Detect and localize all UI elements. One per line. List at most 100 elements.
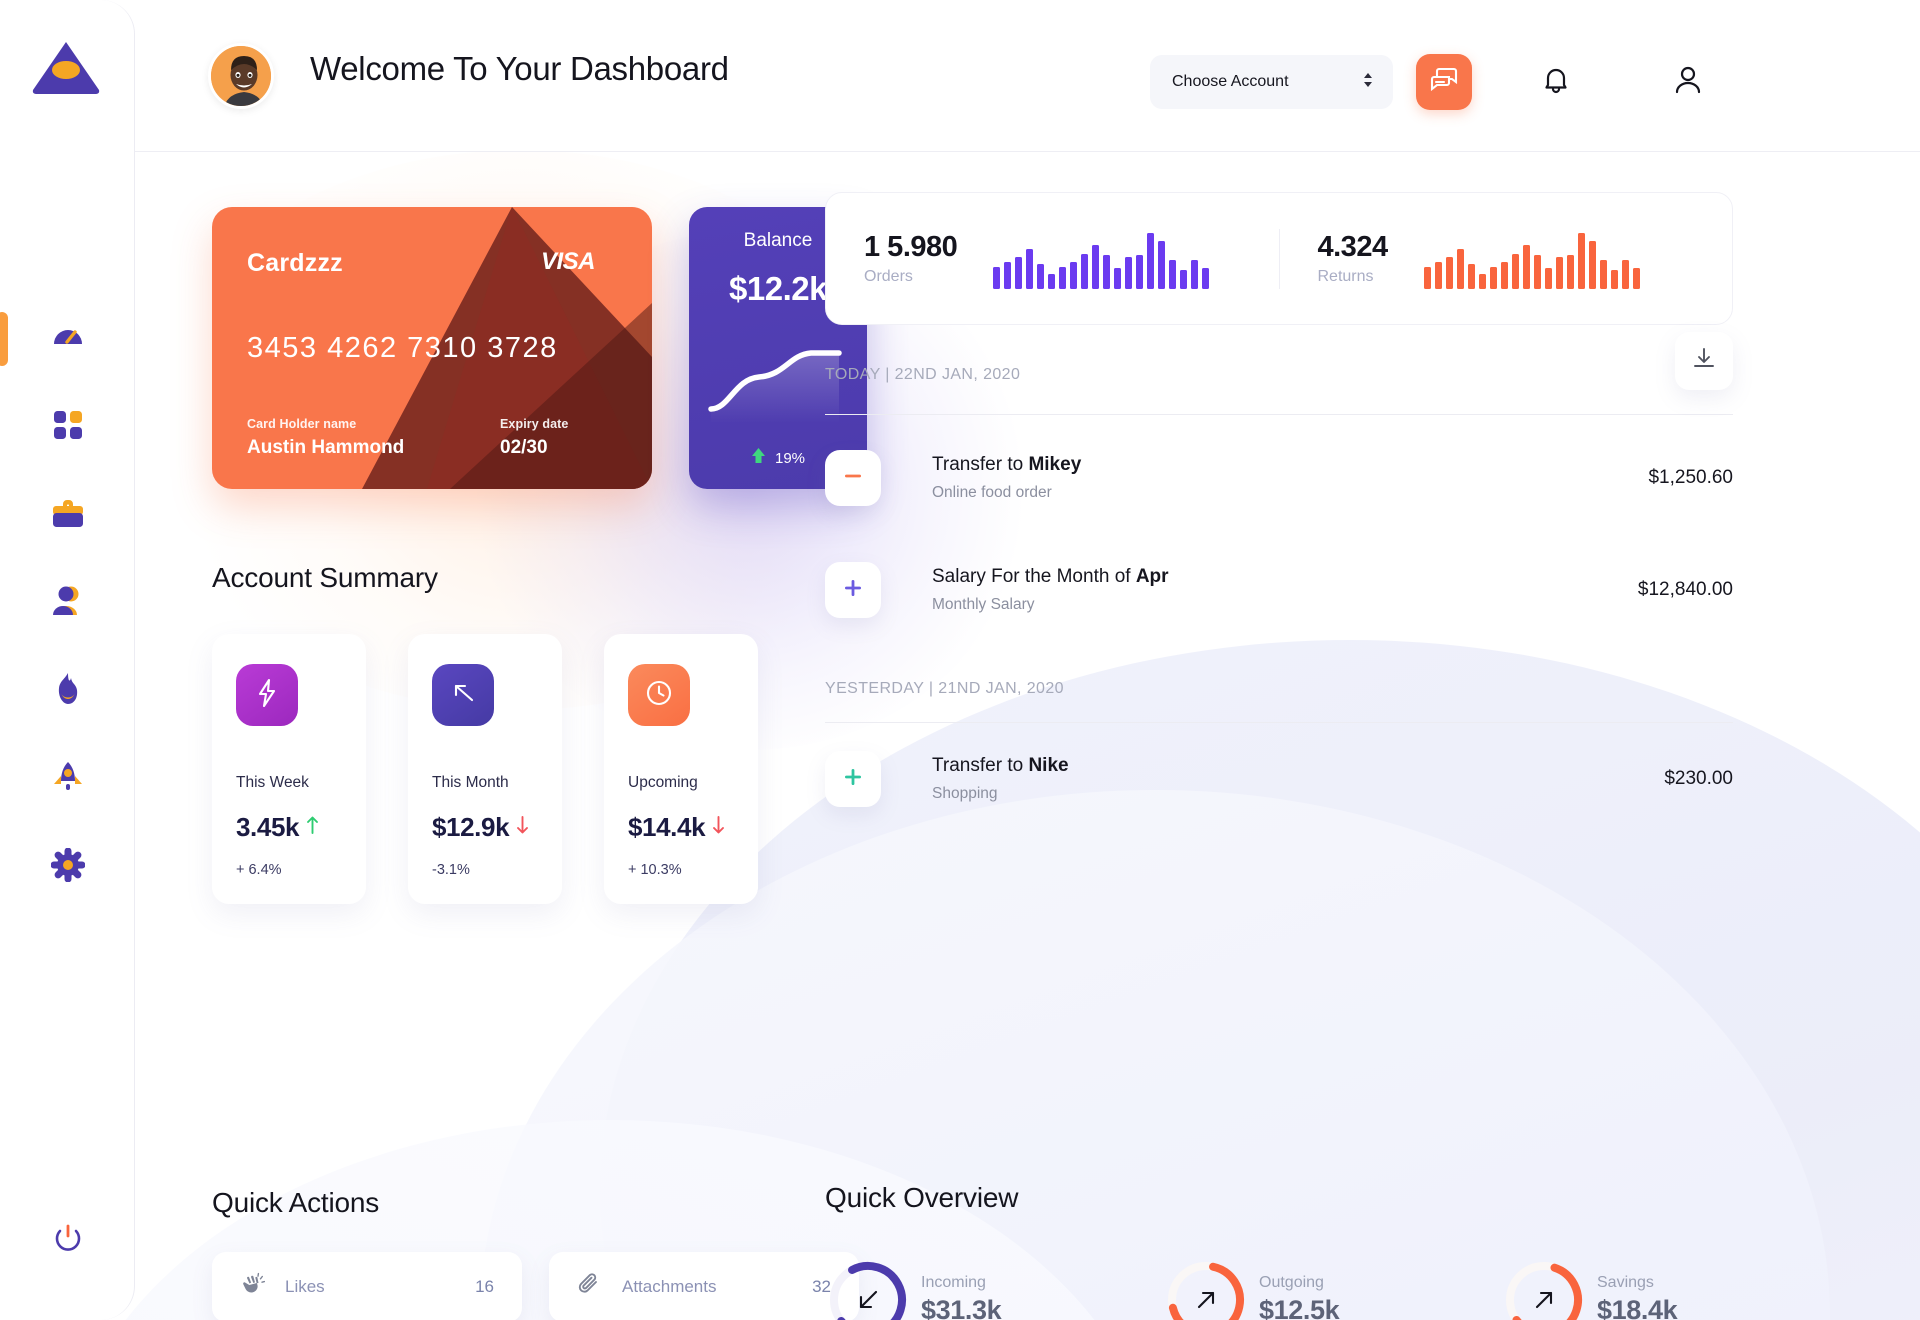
summary-card-label: Upcoming (628, 774, 698, 791)
arrow-up-right-icon (1501, 1257, 1587, 1320)
rocket-logo[interactable] (31, 40, 101, 96)
bar (1478, 274, 1486, 289)
bar (1445, 256, 1453, 289)
bar (1555, 256, 1563, 289)
transactions-list: Transfer to Mikey Online food order $1,2… (825, 422, 1733, 835)
bell-icon (1541, 64, 1571, 101)
card-holder-label: Card Holder name (247, 417, 357, 431)
sidebar-item-business[interactable] (0, 471, 135, 559)
sidebar-item-profile[interactable] (0, 559, 135, 647)
bar (1004, 262, 1012, 289)
transaction-row[interactable]: Salary For the Month of Apr Monthly Sala… (825, 534, 1733, 646)
stat-value: 4.324 (1317, 231, 1389, 263)
transactions-day-label: YESTERDAY | 21ND JAN, 2020 (825, 680, 1064, 697)
overview-value: $18.4k (1597, 1295, 1678, 1320)
sidebar-item-dashboard[interactable] (0, 295, 135, 383)
summary-card-upcoming[interactable]: Upcoming $14.4k + 10.3% (604, 634, 758, 904)
chat-button[interactable] (1416, 54, 1472, 110)
account-select[interactable]: Choose Account (1150, 55, 1393, 109)
overview-item-incoming[interactable]: Incoming $31.3k (825, 1257, 1115, 1320)
stat-caption: Orders (864, 268, 913, 285)
notifications-button[interactable] (1532, 58, 1580, 106)
summary-card-value-row: $14.4k (628, 812, 725, 843)
overview-caption: Outgoing (1259, 1274, 1324, 1291)
overview-item-savings[interactable]: Savings $18.4k (1501, 1257, 1791, 1320)
bar (1169, 259, 1177, 289)
svg-text:VISA: VISA (541, 248, 595, 274)
bar (1599, 259, 1607, 289)
bar (1202, 268, 1210, 289)
transactions-header: TODAY | 22ND JAN, 2020 (825, 332, 1733, 415)
transaction-row[interactable]: Transfer to Mikey Online food order $1,2… (825, 422, 1733, 534)
transaction-title-prefix: Salary For the Month of (932, 566, 1136, 587)
returns-sparkline-chart (1423, 229, 1640, 289)
summary-card-this-week[interactable]: This Week 3.45k + 6.4% (212, 634, 366, 904)
transaction-title: Transfer to Nike (932, 755, 1664, 777)
arrow-down-icon (712, 815, 725, 840)
bar (1180, 269, 1188, 289)
bar (1467, 263, 1475, 289)
bar (1456, 248, 1464, 289)
visa-logo: VISA (541, 247, 619, 279)
sidebar-item-apps[interactable] (0, 383, 135, 471)
summary-card-delta: -3.1% (432, 862, 470, 878)
overview-value: $31.3k (921, 1295, 1002, 1320)
arrow-icon-tile (432, 664, 494, 726)
transactions-day-label: TODAY | 22ND JAN, 2020 (825, 366, 1021, 383)
plus-icon-tile (825, 562, 881, 618)
power-button[interactable] (0, 1221, 135, 1260)
arrow-down-left-icon (825, 1257, 911, 1320)
page-title: Welcome To Your Dashboard (310, 50, 729, 87)
transaction-title-bold: Mikey (1028, 454, 1082, 475)
credit-card[interactable]: Cardzzz VISA 3453 4262 7310 3728 Card Ho… (212, 207, 652, 489)
download-button[interactable] (1675, 332, 1733, 390)
arrow-up-right-icon (1163, 1257, 1249, 1320)
summary-card-value: $14.4k (628, 812, 706, 842)
profile-button[interactable] (1664, 58, 1712, 106)
download-icon (1691, 346, 1717, 377)
card-expiry-label: Expiry date (500, 417, 569, 431)
grid-icon (52, 409, 84, 446)
transaction-title-prefix: Transfer to (932, 755, 1029, 776)
transaction-body: Transfer to Nike Shopping (932, 755, 1664, 803)
card-expiry-block: Expiry date 02/30 (500, 417, 569, 459)
bar (1500, 262, 1508, 289)
bar (1147, 233, 1155, 289)
transaction-title: Transfer to Mikey (932, 454, 1648, 476)
overview-text: Incoming $31.3k (921, 1274, 1002, 1320)
bar (1434, 262, 1442, 289)
arrow-up-icon (751, 447, 766, 469)
summary-card-label: This Week (236, 774, 309, 791)
incoming-donut-chart (825, 1257, 911, 1320)
balance-amount: $12.2k (729, 270, 827, 307)
power-icon (51, 1221, 85, 1260)
sidebar-item-trending[interactable] (0, 647, 135, 735)
overview-item-outgoing[interactable]: Outgoing $12.5k (1163, 1257, 1453, 1320)
account-summary-title: Account Summary (212, 562, 438, 593)
quick-actions-row: Likes 16 Attachments 32 (212, 1252, 860, 1320)
bar (1577, 233, 1585, 289)
summary-card-delta: + 6.4% (236, 862, 282, 878)
overview-text: Savings $18.4k (1597, 1274, 1678, 1320)
user-avatar[interactable] (208, 43, 274, 109)
account-summary-cards: This Week 3.45k + 6.4% (212, 634, 758, 904)
transaction-amount: $1,250.60 (1648, 467, 1733, 488)
sidebar-item-settings[interactable] (0, 823, 135, 911)
plus-icon (841, 765, 865, 794)
summary-card-this-month[interactable]: This Month $12.9k -3.1% (408, 634, 562, 904)
bar (1158, 240, 1166, 289)
sidebar-item-launch[interactable] (0, 735, 135, 823)
lightning-icon (254, 678, 280, 713)
quick-action-label: Attachments (622, 1277, 717, 1296)
minus-icon-tile (825, 450, 881, 506)
minus-icon (841, 464, 865, 493)
overview-caption: Incoming (921, 1274, 986, 1291)
transaction-title: Salary For the Month of Apr (932, 566, 1638, 588)
summary-card-delta: + 10.3% (628, 862, 682, 878)
clock-icon-tile (628, 664, 690, 726)
quick-action-likes[interactable]: Likes 16 (212, 1252, 522, 1320)
transaction-row[interactable]: Transfer to Nike Shopping $230.00 (825, 723, 1733, 835)
arrow-up-icon (306, 815, 319, 840)
chat-icon (1429, 65, 1459, 100)
quick-action-attachments[interactable]: Attachments 32 (549, 1252, 859, 1320)
